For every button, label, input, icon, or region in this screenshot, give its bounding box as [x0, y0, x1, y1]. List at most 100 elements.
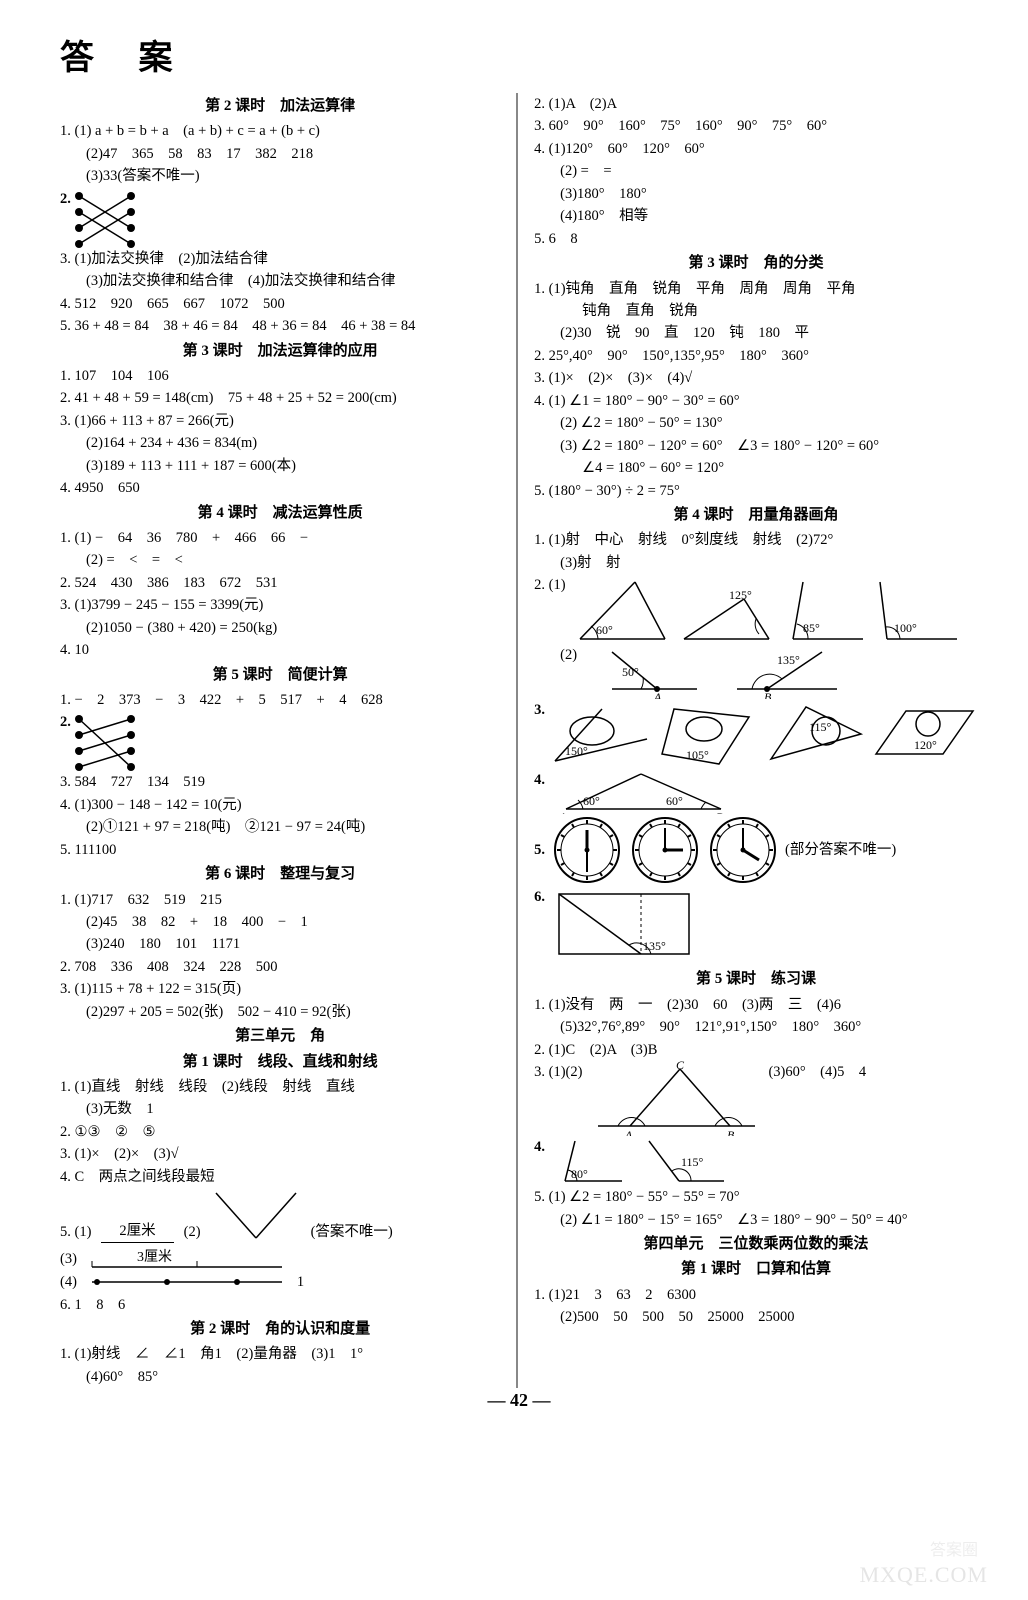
- watermark: 答案圈: [930, 1536, 978, 1560]
- angle-diagram: 115°: [639, 1136, 729, 1186]
- svg-text:150°: 150°: [565, 744, 588, 758]
- sec6-hdr: 第 6 课时 整理与复习: [60, 863, 500, 886]
- angle-shape: 120°: [868, 699, 978, 769]
- svg-text:3厘米: 3厘米: [137, 1249, 172, 1265]
- l: 3. (1)加法交换律 (2)加法结合律: [60, 248, 500, 270]
- l: 2. (1)C (2)A (3)B: [534, 1039, 978, 1061]
- l: (2)45 38 82 + 18 400 − 1: [60, 911, 500, 933]
- l: (3): [60, 1248, 77, 1270]
- l: 1. (1)717 632 519 215: [60, 889, 500, 911]
- angle-shape: 115°: [761, 699, 866, 769]
- l: 1. (1)没有 两 一 (2)30 60 (3)两 三 (4)6: [534, 994, 978, 1016]
- l: 1. (1)21 3 63 2 6300: [534, 1284, 978, 1306]
- sec3-hdr: 第 3 课时 加法运算律的应用: [60, 340, 500, 363]
- l: 1. (1) − 64 36 780 + 466 66 −: [60, 527, 500, 549]
- l: (4): [60, 1271, 77, 1293]
- l: (3)无数 1: [60, 1098, 500, 1120]
- l: 1. − 2 373 − 3 422 + 5 517 + 4 628: [60, 689, 500, 711]
- l: 4. 10: [60, 639, 500, 661]
- sec4-hdr: 第 4 课时 用量角器画角: [534, 504, 978, 527]
- l: 钝角 直角 锐角: [534, 300, 978, 322]
- l: 2. 524 430 386 183 672 531: [60, 572, 500, 594]
- page-number: — 42 —: [60, 1390, 978, 1411]
- u3s2-hdr: 第 2 课时 角的认识和度量: [60, 1318, 500, 1341]
- l: (2)500 50 500 50 25000 25000: [534, 1306, 978, 1328]
- l: (2): [184, 1221, 201, 1243]
- page-title: 答 案: [60, 30, 978, 79]
- svg-text:B: B: [727, 1128, 735, 1136]
- angle-diagram: 125°: [674, 574, 774, 644]
- l: 2. ①③ ② ⑤: [60, 1121, 500, 1143]
- svg-text:A: A: [653, 690, 662, 699]
- l: 4. 4950 650: [60, 477, 500, 499]
- svg-text:B: B: [764, 690, 772, 699]
- l: 2.: [60, 711, 71, 733]
- triangle-diagram: C A B: [590, 1061, 760, 1136]
- angle-diagram: 100°: [872, 574, 962, 644]
- l: 3. (1)× (2)× (3)× (4)√: [534, 367, 978, 389]
- l: 3. (1)3799 − 245 − 155 = 3399(元): [60, 594, 500, 616]
- l: (5)32°,76°,89° 90° 121°,91°,150° 180° 36…: [534, 1016, 978, 1038]
- svg-text:60°: 60°: [583, 794, 600, 808]
- l: 2. 708 336 408 324 228 500: [60, 956, 500, 978]
- svg-text:C: C: [676, 1061, 685, 1072]
- l: (2)164 + 234 + 436 = 834(m): [60, 432, 500, 454]
- matching-diagram: [71, 188, 141, 248]
- l: 6. 1 8 6: [60, 1294, 500, 1316]
- rect-diagram: 135°: [551, 886, 701, 966]
- l: (4)60° 85°: [60, 1366, 500, 1388]
- l: 3. (1)× (2)× (3)√: [60, 1143, 500, 1165]
- l: 1. (1)直线 射线 线段 (2)线段 射线 直线: [60, 1076, 500, 1098]
- l: 1. (1) a + b = b + a (a + b) + c = a + (…: [60, 120, 500, 142]
- angle-shape: 150°: [547, 699, 652, 769]
- l: (2)297 + 205 = 502(张) 502 − 410 = 92(张): [60, 1001, 500, 1023]
- l: (2)30 锐 90 直 120 钝 180 平: [534, 322, 978, 344]
- l: 2. (1)A (2)A: [534, 93, 978, 115]
- l: 3.: [534, 699, 545, 721]
- svg-text:100°: 100°: [894, 621, 917, 635]
- u3s1-hdr: 第 1 课时 线段、直线和射线: [60, 1051, 500, 1074]
- sec4-hdr: 第 4 课时 减法运算性质: [60, 502, 500, 525]
- l: (3)33(答案不唯一): [60, 165, 500, 187]
- svg-text:50°: 50°: [622, 665, 639, 679]
- page: 答 案 第 2 课时 加法运算律 1. (1) a + b = b + a (a…: [0, 0, 1028, 1600]
- l: 4. 512 920 665 667 1072 500: [60, 293, 500, 315]
- svg-text:A: A: [624, 1128, 633, 1136]
- unit4-hdr: 第四单元 三位数乘两位数的乘法: [534, 1233, 978, 1256]
- l: 3. 584 727 134 519: [60, 771, 500, 793]
- l: 2. 25°,40° 90° 150°,135°,95° 180° 360°: [534, 345, 978, 367]
- l: 2厘米: [101, 1220, 173, 1243]
- angle-diagram: 60°: [570, 574, 670, 644]
- l: 3. (1)66 + 113 + 87 = 266(元): [60, 410, 500, 432]
- segment-diagram: 3厘米: [87, 1247, 287, 1271]
- l: 3. (1)(2): [534, 1061, 582, 1083]
- angle-diagram: 80°: [557, 1136, 627, 1186]
- l: 2.: [60, 188, 71, 210]
- l: 5. 6 8: [534, 228, 978, 250]
- l: (2)①121 + 97 = 218(吨) ②121 − 97 = 24(吨): [60, 816, 500, 838]
- sec3-hdr: 第 3 课时 角的分类: [534, 252, 978, 275]
- l: 2. (1): [534, 574, 565, 596]
- svg-text:135°: 135°: [777, 653, 800, 667]
- angle-diagram: [211, 1188, 301, 1243]
- l: 4. (1)300 − 148 − 142 = 10(元): [60, 794, 500, 816]
- l: 1. (1)射线 ∠ ∠1 角1 (2)量角器 (3)1 1°: [60, 1343, 500, 1365]
- l: (答案不唯一): [311, 1221, 393, 1243]
- l: (4)180° 相等: [534, 205, 978, 227]
- left-column: 第 2 课时 加法运算律 1. (1) a + b = b + a (a + b…: [60, 93, 500, 1388]
- clock-icon: [629, 814, 701, 886]
- triangle-diagram: 60° 60° A B: [551, 769, 731, 814]
- l: (3)180° 180°: [534, 183, 978, 205]
- l: 5. (1): [60, 1221, 91, 1243]
- l: 4.: [534, 1136, 545, 1158]
- l: 2. 41 + 48 + 59 = 148(cm) 75 + 48 + 25 +…: [60, 387, 500, 409]
- l: (2) = < = <: [60, 549, 500, 571]
- segment-diagram: [87, 1274, 287, 1290]
- l: 3. 60° 90° 160° 75° 160° 90° 75° 60°: [534, 115, 978, 137]
- angle-diagram: 50° A: [597, 644, 707, 699]
- clock-icon: [707, 814, 779, 886]
- column-divider: [516, 93, 518, 1388]
- l: 5.: [534, 839, 545, 861]
- l: 1. (1)钝角 直角 锐角 平角 周角 周角 平角: [534, 278, 978, 300]
- svg-text:60°: 60°: [596, 623, 613, 637]
